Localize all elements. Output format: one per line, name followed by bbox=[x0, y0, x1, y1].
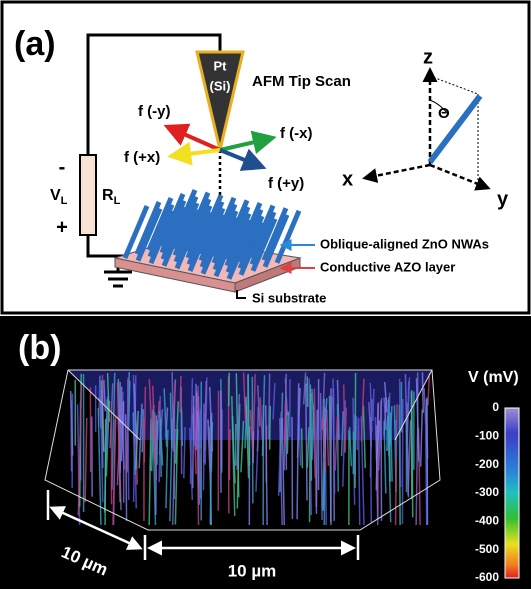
colorbar-tick: -100 bbox=[475, 429, 499, 443]
force-label: f (-y) bbox=[138, 103, 171, 120]
nanowire bbox=[180, 376, 181, 412]
axis-label: x bbox=[342, 168, 353, 190]
nanowire bbox=[373, 389, 374, 421]
colorbar-tick: -500 bbox=[475, 542, 499, 556]
colorbar-tick: -400 bbox=[475, 514, 499, 528]
layer-label: Si substrate bbox=[252, 290, 326, 305]
nanowire bbox=[355, 373, 356, 488]
colorbar-tick: 0 bbox=[492, 400, 499, 414]
nanowire bbox=[316, 410, 317, 514]
plus: + bbox=[56, 216, 68, 238]
force-label: f (-x) bbox=[280, 125, 313, 142]
nanowire bbox=[257, 407, 258, 451]
nanowire bbox=[400, 379, 401, 487]
nanowire bbox=[270, 406, 271, 450]
resistor bbox=[80, 155, 96, 235]
minus: - bbox=[59, 156, 66, 178]
nanowire bbox=[193, 396, 194, 489]
axis-label: z bbox=[423, 46, 433, 68]
colorbar-tick: -200 bbox=[475, 457, 499, 471]
colorbar bbox=[505, 408, 519, 578]
force-label: f (+y) bbox=[268, 175, 304, 192]
figure: (a) - + VL RL Pt (Si) AFM Tip Scan f (-y… bbox=[0, 0, 531, 589]
panel-label: (b) bbox=[18, 329, 61, 367]
angle-label: Θ bbox=[438, 105, 450, 122]
nanowire bbox=[302, 428, 303, 468]
nanowire bbox=[128, 380, 129, 500]
nanowire bbox=[331, 397, 332, 452]
force-label: f (+x) bbox=[124, 149, 160, 166]
scale-label: 10 µm bbox=[228, 561, 277, 580]
colorbar-tick: -600 bbox=[475, 570, 499, 584]
tip-caption: AFM Tip Scan bbox=[252, 73, 351, 90]
axis-label: y bbox=[497, 188, 509, 210]
layer-label: Conductive AZO layer bbox=[320, 259, 455, 274]
nanowire bbox=[157, 420, 158, 465]
tip-text: Pt bbox=[214, 58, 228, 73]
nanowire bbox=[182, 409, 183, 446]
tip-text: (Si) bbox=[210, 78, 231, 93]
nanowire bbox=[387, 415, 388, 451]
nanowire bbox=[422, 372, 423, 413]
nanowire bbox=[200, 409, 201, 448]
nanowire bbox=[287, 412, 288, 454]
layer-label: Oblique-aligned ZnO NWAs bbox=[320, 236, 489, 251]
nanowire bbox=[357, 416, 358, 450]
panel-label: (a) bbox=[14, 25, 56, 63]
nanowire bbox=[156, 415, 157, 515]
colorbar-title: V (mV) bbox=[468, 369, 519, 386]
colorbar-tick: -300 bbox=[475, 485, 499, 499]
